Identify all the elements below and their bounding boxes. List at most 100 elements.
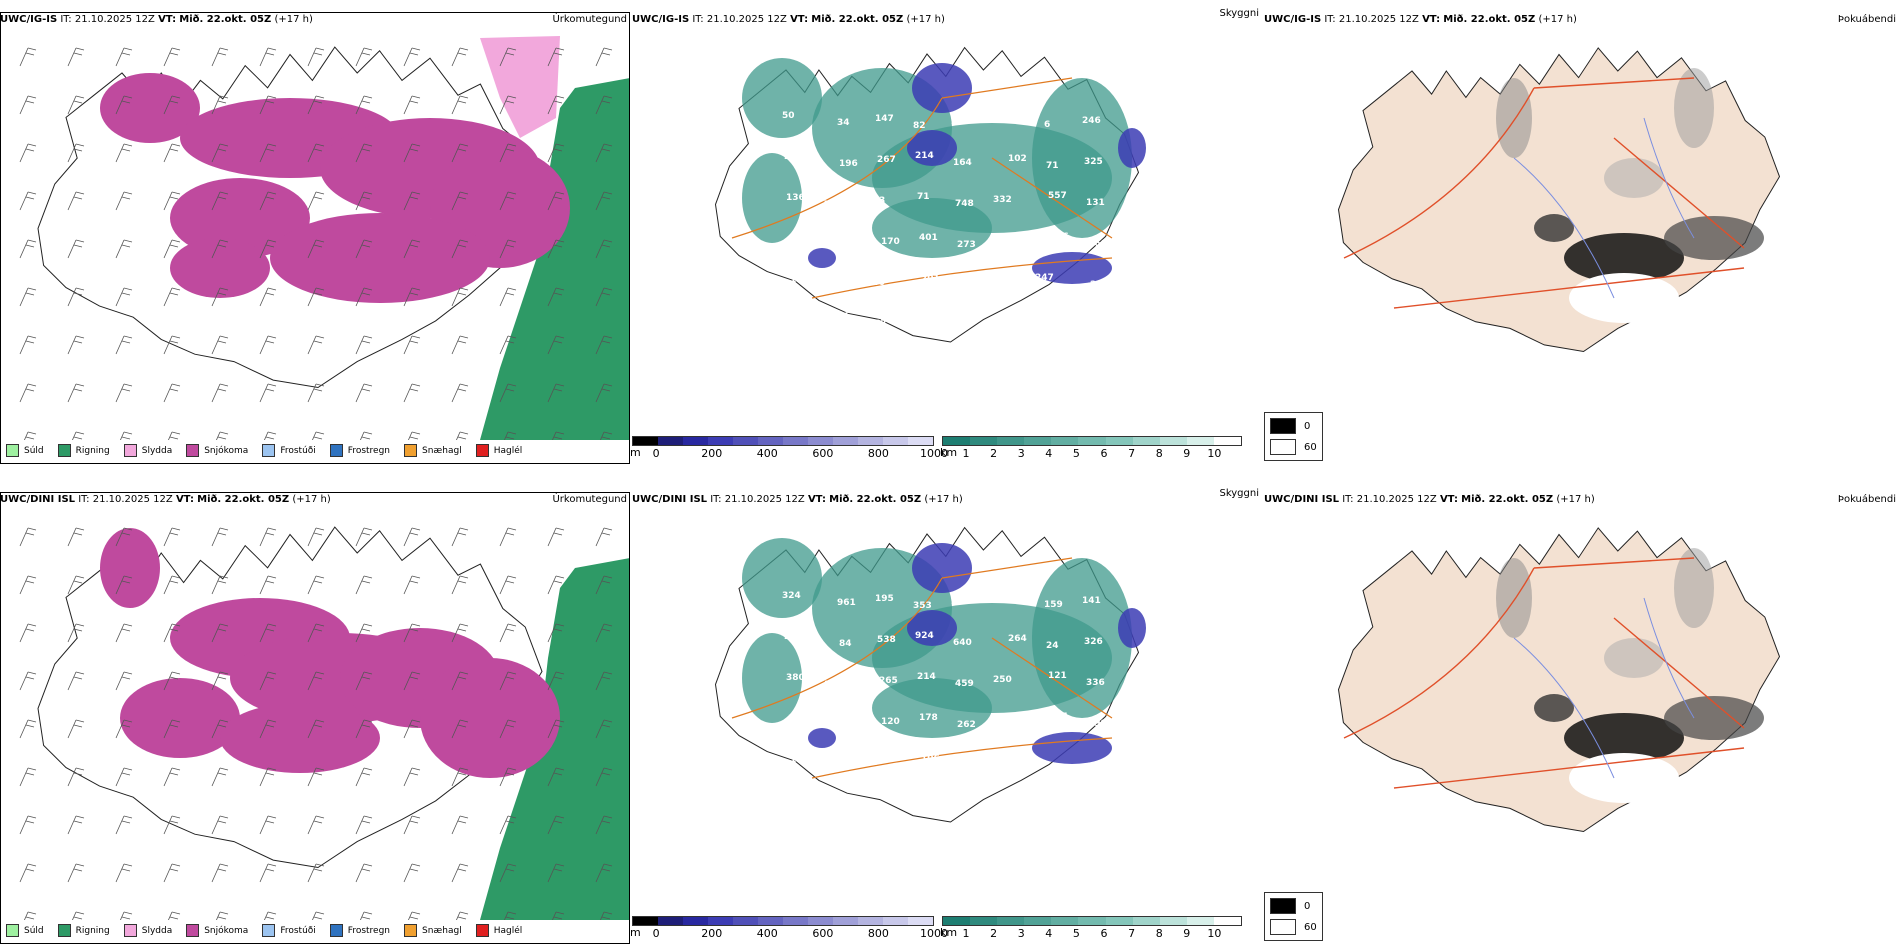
colorbar-tick: 800 — [867, 927, 889, 940]
colorbar-block — [733, 917, 758, 925]
snow-patch — [120, 678, 240, 758]
colorbar-block — [1105, 437, 1133, 445]
wind-barb — [264, 431, 277, 440]
legend-label: Snæhagl — [422, 445, 462, 456]
visibility-label: 170 — [881, 237, 900, 247]
wind-barb — [499, 575, 517, 595]
wind-barb — [259, 575, 277, 595]
fog-legend-label: 60 — [1304, 921, 1317, 933]
wind-barb — [163, 191, 181, 211]
rain-area — [480, 78, 630, 440]
legend-label: Frostúði — [280, 445, 316, 456]
visibility-label: 174 — [830, 312, 849, 322]
colorbar-block — [943, 917, 971, 925]
wind-barb — [547, 767, 565, 787]
colorbar-block — [1078, 437, 1106, 445]
wind-barb — [408, 911, 421, 920]
wind-barb — [451, 815, 469, 835]
colorbar-tick: 4 — [1045, 927, 1053, 940]
colorbar-tick: 3 — [1017, 447, 1025, 460]
legend-item: Snjókoma — [186, 924, 248, 937]
fog-indicator-map — [1337, 527, 1781, 833]
visibility-label: 267 — [877, 155, 896, 165]
precip-panel-dini: UWC/DINI ISL IT: 21.10.2025 12Z VT: Mið.… — [0, 492, 630, 944]
visibility-label: 996 — [1050, 232, 1069, 242]
wind-barb — [259, 95, 277, 115]
legend-swatch — [186, 444, 200, 457]
wind-barb — [19, 383, 37, 403]
colorbar-tick: 10 — [1207, 447, 1222, 460]
lead-time: (+17 h) — [1538, 14, 1577, 25]
snow-patch — [220, 703, 380, 773]
visibility-label: 320 — [959, 281, 978, 291]
colorbar-blocks — [942, 916, 1242, 926]
wind-barb — [163, 527, 181, 547]
wind-barb — [451, 623, 469, 643]
wind-barb — [403, 95, 421, 115]
wind-barb — [67, 47, 85, 67]
it-value: 21.10.2025 12Z — [74, 14, 155, 25]
wind-barb — [72, 911, 85, 920]
wind-barb — [403, 575, 421, 595]
wind-barb — [211, 671, 229, 691]
wind-barb — [216, 911, 229, 920]
visibility-label: 961 — [837, 598, 856, 608]
colorbar-block — [908, 917, 933, 925]
legend-swatch — [57, 444, 71, 457]
wind-barb — [307, 575, 325, 595]
wind-barb — [600, 431, 613, 440]
wind-barb — [499, 815, 517, 835]
colorbar-tick: 0 — [652, 927, 660, 940]
wind-barb — [595, 143, 613, 163]
wind-barb — [264, 911, 277, 920]
legend-label: Snjókoma — [204, 445, 249, 456]
wind-barb — [499, 287, 517, 307]
wind-barb — [115, 719, 133, 739]
wind-barb — [168, 431, 181, 440]
wind-barb — [307, 287, 325, 307]
wind-barb — [355, 335, 373, 355]
wind-barb — [115, 575, 133, 595]
wind-barb — [355, 815, 373, 835]
visibility-label: 325 — [1084, 157, 1103, 167]
clear-patch — [1569, 753, 1679, 803]
colorbar-block — [1051, 437, 1079, 445]
wind-barb — [355, 671, 373, 691]
wind-barb — [403, 287, 421, 307]
wind-barb — [595, 287, 613, 307]
snow-patch — [270, 213, 490, 303]
wind-barb — [163, 239, 181, 259]
ceiling-patch — [907, 610, 957, 646]
wind-barb — [307, 527, 325, 547]
river-lines — [1513, 117, 1695, 299]
panel-header: UWC/DINI ISL IT: 21.10.2025 12Z VT: Mið.… — [0, 492, 630, 508]
fog-patch — [1664, 696, 1764, 740]
wind-barb — [595, 767, 613, 787]
visibility-label: 247 — [1035, 273, 1054, 283]
wind-barb — [19, 335, 37, 355]
wind-barb — [451, 575, 469, 595]
colorbar-block — [1213, 917, 1242, 925]
legend-item: Frostregn — [329, 924, 390, 937]
legend-swatch — [329, 444, 343, 457]
snow-patch — [170, 178, 310, 258]
colorbar-tick: 6 — [1100, 927, 1108, 940]
wind-barb — [163, 335, 181, 355]
wind-barb — [19, 815, 37, 835]
colorbar-block — [1159, 917, 1187, 925]
ceiling-patch — [1032, 252, 1112, 284]
visibility-label: 748 — [955, 199, 974, 209]
model-name: UWC/DINI ISL — [632, 494, 708, 505]
wind-barb — [595, 815, 613, 835]
wind-barb — [19, 95, 37, 115]
wind-barb — [19, 623, 37, 643]
snow-areas — [100, 73, 570, 303]
fog-legend: 0 60 — [1264, 412, 1323, 461]
visibility-colorbar: 1 2 3 4 5 6 7 8 9 10 km — [940, 916, 1242, 940]
wind-barb — [67, 863, 85, 883]
visibility-label: 310 — [788, 714, 807, 724]
fog-legend-swatch — [1270, 898, 1296, 914]
panel-header: UWC/IG-IS IT: 21.10.2025 12Z VT: Mið. 22… — [1264, 12, 1900, 28]
wind-barb — [547, 143, 565, 163]
river-lines — [1513, 597, 1695, 779]
